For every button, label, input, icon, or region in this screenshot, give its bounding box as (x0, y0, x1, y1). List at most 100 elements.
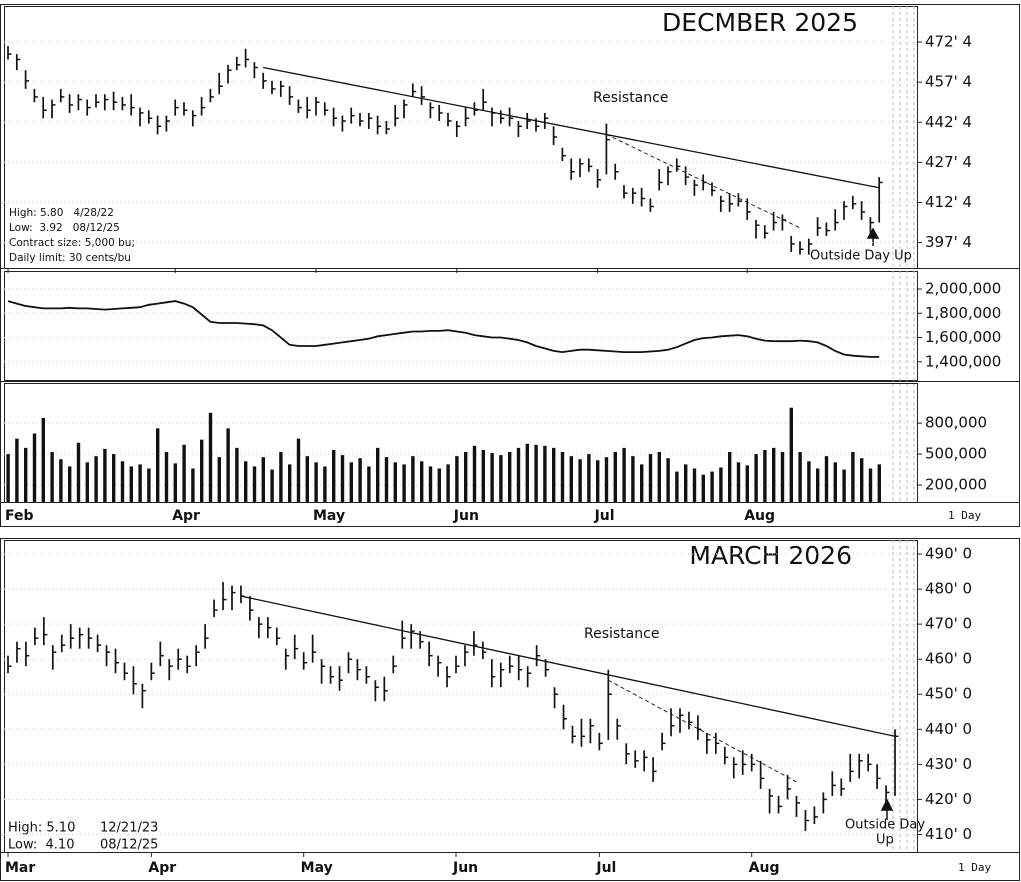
volume-bar (464, 452, 468, 502)
y-tick-label: 442' 4 (925, 113, 972, 131)
volume-bar (560, 452, 565, 502)
interval-label: 1 Day (948, 509, 981, 522)
y-tick-label: 420' 0 (925, 790, 972, 808)
volume-bar (622, 447, 626, 502)
volume-bar (376, 447, 380, 502)
volume-bar (877, 464, 881, 502)
volume-bar (340, 455, 345, 502)
volume-bar (736, 462, 741, 502)
volume-bar (657, 452, 661, 502)
resistance-label: Resistance (593, 90, 668, 106)
volume-bar (332, 449, 336, 502)
volume-bar (147, 468, 151, 502)
volume-bar (420, 461, 424, 502)
volume-bar (446, 464, 450, 502)
oi-panel (4, 271, 918, 381)
volume-bar (85, 462, 89, 502)
volume-bar (719, 467, 723, 502)
volume-bar (349, 462, 353, 502)
volume-bar (226, 428, 230, 502)
volume-bar (552, 447, 556, 502)
x-tick-label: Aug (744, 508, 775, 524)
volume-bar (728, 452, 732, 502)
volume-bar (41, 418, 45, 502)
volume-bar (640, 464, 644, 502)
volume-bar (50, 452, 54, 502)
volume-bar (798, 452, 802, 502)
volume-bar (138, 464, 142, 502)
y-tick-label: 1,400,000 (925, 352, 1001, 370)
signal-label: Outside Day (845, 818, 925, 833)
y-tick-label: 472' 4 (925, 33, 972, 51)
y-tick-label: 800,000 (925, 414, 987, 432)
volume-bar (411, 456, 415, 502)
volume-bar (120, 461, 125, 502)
volume-bar (129, 466, 133, 502)
arrow-head (866, 227, 880, 239)
y-tick-label: 1,600,000 (925, 328, 1001, 346)
x-tick-label: May (301, 860, 333, 876)
signal-arrows (866, 227, 894, 820)
trend-line (608, 679, 797, 783)
volume-bar (279, 452, 283, 502)
volume-bar (648, 454, 653, 502)
volume-bar (393, 462, 397, 502)
resistance-label: Resistance (584, 626, 659, 642)
volume-bar (499, 455, 503, 502)
y-tick-label: 440' 0 (925, 720, 972, 738)
volume-bar (587, 454, 591, 502)
volume-bar (666, 458, 670, 502)
signal-label: Outside Day Up (810, 249, 912, 264)
volume-bar (710, 471, 714, 502)
y-tick-label: 2,000,000 (925, 279, 1001, 297)
y-tick-label: 410' 0 (925, 825, 972, 843)
volume-bar (173, 463, 177, 502)
volume-bar (613, 452, 617, 502)
contract-info: High: 5.10 (8, 821, 75, 836)
volume-bar (437, 468, 441, 502)
x-tick-label: Apr (172, 508, 200, 524)
volume-bar (675, 471, 679, 502)
trend-line (263, 66, 880, 189)
volume-bar (772, 447, 776, 502)
x-tick-label: Jul (595, 860, 616, 876)
y-tick-label: 412' 4 (925, 193, 972, 211)
volume-bar (24, 447, 28, 502)
volume-bar (534, 444, 538, 502)
contract-info: High: 5.80 4/28/22 (9, 207, 114, 219)
volume-bar (358, 458, 362, 502)
x-tick-label: Mar (5, 860, 35, 876)
volume-bar (763, 449, 767, 502)
trend-line (240, 595, 896, 737)
x-tick-label: Jun (452, 860, 478, 876)
volume-bar (692, 468, 697, 502)
contract-info: Daily limit: 30 cents/bu (9, 252, 131, 264)
volume-bar (428, 466, 433, 502)
volume-bar (833, 462, 837, 502)
volume-bar (252, 466, 257, 502)
volume-bar (261, 457, 265, 502)
volume-bar (816, 468, 820, 502)
volume-bar (156, 428, 160, 502)
volume-bar (94, 456, 98, 502)
volume-bar (701, 474, 705, 502)
volume-bar (68, 466, 72, 502)
volume-bar (842, 469, 846, 502)
volume-bar (235, 447, 239, 502)
bottom-frame (0, 538, 1020, 881)
future-days (892, 6, 915, 852)
x-tick-label: Apr (148, 860, 176, 876)
x-tick-label: Feb (5, 508, 34, 524)
volume-bar (596, 460, 600, 502)
volume-bar (314, 462, 318, 502)
volume-bar (569, 456, 573, 502)
volume-bar (780, 452, 785, 502)
volume-bar (208, 412, 213, 502)
volume-bar (824, 456, 829, 502)
volume-bar (296, 438, 301, 502)
volume-bar (323, 466, 327, 502)
volume-bar (631, 456, 635, 502)
volume-bar (59, 459, 63, 502)
y-tick-label: 1,800,000 (925, 304, 1001, 322)
